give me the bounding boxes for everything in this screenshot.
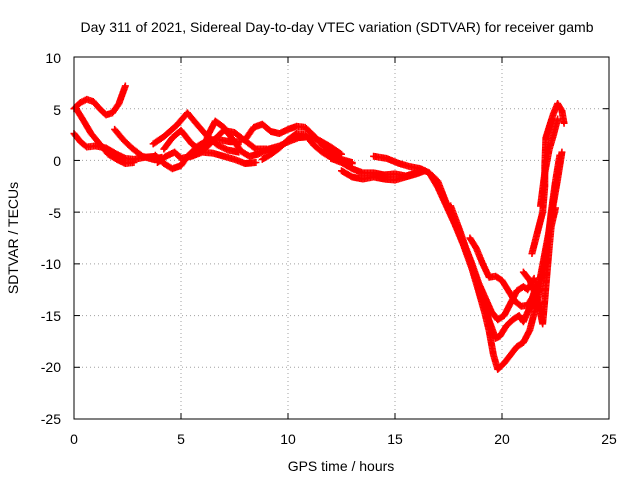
series-track-m: [338, 167, 429, 184]
y-tick-labels: 10 5 0 -5 -10 -15 -20 -25: [41, 50, 61, 427]
y-tick-label: -20: [41, 359, 61, 375]
series-track-c: [72, 105, 138, 168]
data-points: [70, 82, 568, 373]
plus-marker: [554, 115, 562, 123]
plus-marker: [130, 158, 138, 166]
series-track-g: [153, 148, 260, 168]
x-tick-labels: 0 5 10 15 20 25: [70, 431, 617, 447]
x-tick-label: 15: [387, 431, 403, 447]
chart-title: Day 311 of 2021, Sidereal Day-to-day VTE…: [80, 19, 593, 35]
y-axis-label: SDTVAR / TECUs: [5, 182, 21, 294]
x-tick-label: 25: [601, 431, 617, 447]
y-tick-label: 0: [53, 153, 61, 169]
x-tick-label: 10: [280, 431, 296, 447]
series-track-t: [537, 115, 562, 210]
plot-frame: [73, 56, 610, 420]
plus-marker: [558, 148, 566, 156]
y-tick-label: -5: [49, 205, 62, 221]
x-tick-label: 20: [494, 431, 510, 447]
plus-marker: [552, 204, 559, 212]
x-axis-label: GPS time / hours: [288, 458, 395, 474]
plus-marker: [121, 82, 129, 90]
grid-lines: [74, 57, 609, 419]
y-tick-label: -15: [41, 308, 61, 324]
y-tick-label: 5: [53, 102, 61, 118]
series-track-a: [70, 82, 129, 119]
x-tick-label: 0: [70, 431, 78, 447]
y-tick-label: 10: [45, 50, 61, 66]
x-tick-label: 5: [177, 431, 185, 447]
axis-ticks: [73, 56, 610, 420]
y-tick-label: -25: [41, 411, 61, 427]
series-track-r: [519, 204, 559, 328]
plus-marker: [252, 158, 260, 166]
plus-marker: [530, 274, 538, 282]
y-tick-label: -10: [41, 256, 61, 272]
plus-marker: [560, 119, 568, 127]
